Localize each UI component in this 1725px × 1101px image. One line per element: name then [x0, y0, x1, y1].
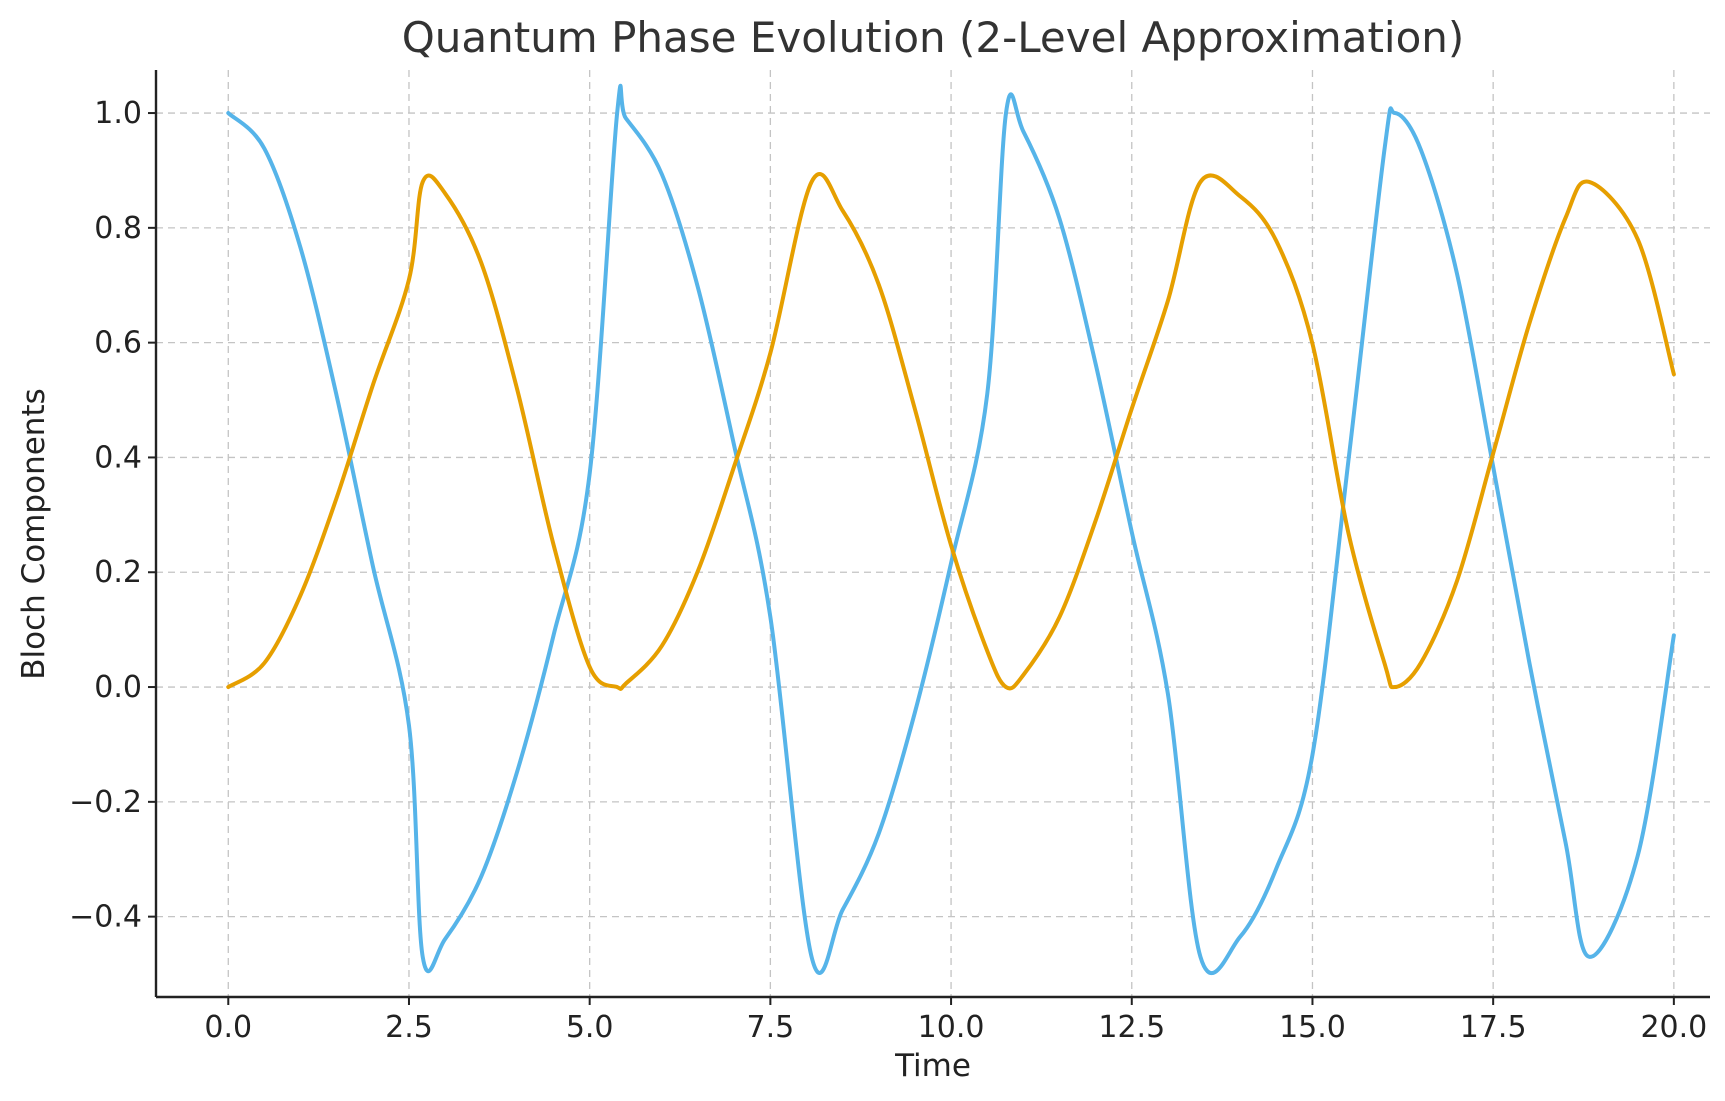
y-tick-label: 0.4	[94, 440, 142, 475]
x-tick-label: 15.0	[1279, 1010, 1346, 1045]
y-tick-label: 0.6	[94, 326, 142, 361]
x-tick-label: 5.0	[566, 1010, 614, 1045]
y-tick-label: 0.8	[94, 211, 142, 246]
series-line-1	[226, 83, 1676, 976]
series-line-2	[226, 172, 1676, 691]
series-layer	[226, 83, 1676, 976]
y-tick-label: 0.0	[94, 670, 142, 705]
y-axis-label: Bloch Components	[16, 388, 52, 680]
y-tick-label: 0.2	[94, 555, 142, 590]
axis-layer	[154, 70, 1710, 999]
x-tick-label: 0.0	[204, 1010, 252, 1045]
chart-title: Quantum Phase Evolution (2-Level Approxi…	[402, 13, 1465, 62]
x-tick-label: 12.5	[1098, 1010, 1165, 1045]
y-tick-label: 1.0	[94, 96, 142, 131]
x-tick-label: 20.0	[1640, 1010, 1707, 1045]
y-tick-label: −0.2	[69, 785, 142, 820]
x-axis-label: Time	[894, 1048, 971, 1084]
x-tick-label: 2.5	[385, 1010, 433, 1045]
x-tick-label: 7.5	[747, 1010, 795, 1045]
grid-layer	[156, 70, 1710, 997]
tick-layer: 0.0 2.5 5.0 7.5 10.0 12.5 15.0 17.5 20.0 −0.4 −0.2…	[69, 96, 1707, 1045]
x-tick-label: 10.0	[918, 1010, 985, 1045]
y-tick-label: −0.4	[69, 900, 142, 935]
x-tick-label: 17.5	[1460, 1010, 1527, 1045]
